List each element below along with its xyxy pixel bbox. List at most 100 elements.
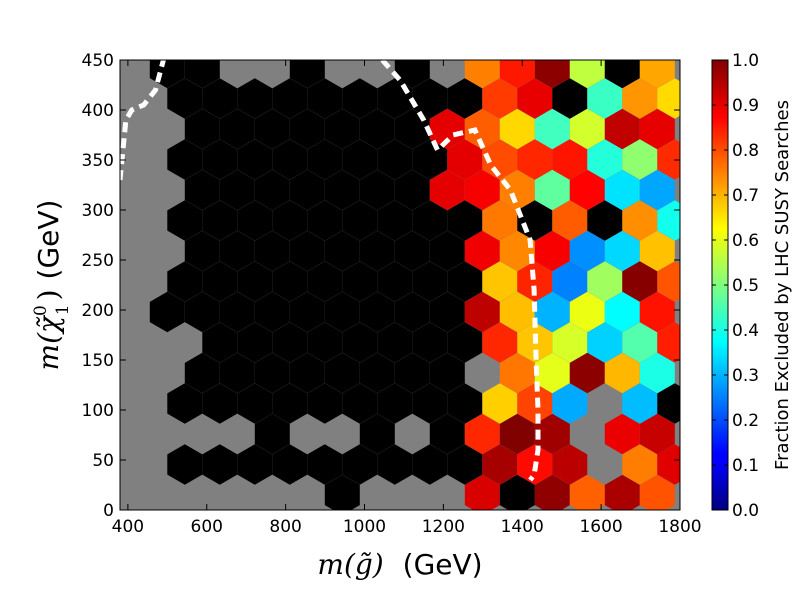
- hex-cell: [499, 474, 535, 510]
- x-axis-ticks: 400 600 800 1000 1200 1400 1600 1800: [112, 60, 702, 537]
- hex-cell: [587, 200, 623, 241]
- hex-cell: [464, 60, 500, 89]
- hex-cell: [324, 230, 360, 272]
- hex-cell: [359, 291, 395, 333]
- exclusion-contour-line: [380, 60, 541, 482]
- hex-cell: [429, 230, 465, 272]
- hex-cell: [569, 169, 605, 211]
- hex-cell: [272, 383, 308, 424]
- hex-cell: [517, 78, 553, 119]
- hex-cell: [237, 139, 273, 180]
- hex-cell: [622, 444, 658, 485]
- y-tick-label: 200: [82, 301, 114, 321]
- hex-cell: [307, 200, 343, 241]
- hex-cell: [237, 383, 273, 424]
- hex-cell: [534, 108, 570, 150]
- hex-cell: [377, 322, 413, 363]
- hex-cell: [534, 230, 570, 272]
- hex-cell: [657, 261, 680, 302]
- hex-cell: [394, 291, 430, 333]
- y-tick-label: 50: [92, 451, 114, 471]
- hex-cell: [569, 352, 605, 394]
- hex-cell: [394, 60, 430, 89]
- hex-cell: [657, 78, 680, 119]
- hex-cell: [412, 444, 448, 485]
- hex-cell: [394, 169, 430, 211]
- hex-cell: [622, 322, 658, 363]
- hex-cell: [272, 322, 308, 363]
- exclusion-contour: [120, 60, 541, 482]
- hex-cell: [307, 383, 343, 424]
- hex-cell: [412, 78, 448, 119]
- hex-cell: [639, 291, 675, 333]
- hex-cell: [587, 78, 623, 119]
- hex-cell: [429, 291, 465, 333]
- hex-cell: [552, 261, 588, 302]
- hex-cell: [639, 169, 675, 211]
- hex-cell: [552, 322, 588, 363]
- hex-cell: [622, 139, 658, 180]
- hex-cell: [622, 383, 658, 424]
- hex-cell: [167, 200, 203, 241]
- hex-cell: [482, 322, 518, 363]
- hex-cell: [429, 413, 465, 455]
- colorbar-tick-label: 0.8: [732, 141, 759, 161]
- colorbar-tick-label: 0.9: [732, 96, 759, 116]
- hex-cell: [324, 352, 360, 394]
- hex-cell: [447, 78, 483, 119]
- hex-cell: [359, 352, 395, 394]
- y-tick-label: 0: [103, 501, 114, 521]
- hex-cell: [307, 78, 343, 119]
- hex-cell: [534, 169, 570, 211]
- hex-cell: [237, 444, 273, 485]
- colorbar-tick-label: 0.6: [732, 231, 759, 251]
- hex-cell: [604, 352, 640, 394]
- y-tick-label: 150: [82, 351, 114, 371]
- x-tick-label: 1200: [422, 517, 465, 537]
- colorbar-tick-label: 0.1: [732, 456, 759, 476]
- hex-cell: [342, 383, 378, 424]
- hex-cell: [464, 413, 500, 455]
- hex-cell: [219, 169, 255, 211]
- colorbar-ticks: 0.0 0.1 0.2 0.3 0.4 0.5 0.6 0.7 0.8 0.9 1.0: [712, 51, 759, 521]
- hex-cell: [517, 261, 553, 302]
- hex-cell: [324, 291, 360, 333]
- hex-cell: [552, 200, 588, 241]
- x-tick-label: 1600: [579, 517, 622, 537]
- hex-cell: [639, 352, 675, 394]
- hex-cell: [219, 291, 255, 333]
- hex-cell: [307, 261, 343, 302]
- hex-cell: [289, 169, 325, 211]
- hex-cells: [149, 60, 680, 510]
- hex-cell: [552, 444, 588, 485]
- hex-cell: [359, 413, 395, 455]
- hex-cell: [359, 230, 395, 272]
- hex-cell: [184, 291, 220, 333]
- x-tick-label: 1800: [658, 517, 701, 537]
- hex-cell: [254, 108, 290, 150]
- hex-cell: [377, 383, 413, 424]
- hex-cell: [202, 322, 238, 363]
- hex-cell: [622, 261, 658, 302]
- hex-cell: [639, 413, 675, 455]
- hex-cell: [552, 139, 588, 180]
- y-tick-label: 350: [82, 151, 114, 171]
- hex-cell: [499, 352, 535, 394]
- hex-cell: [639, 108, 675, 150]
- hex-cell: [534, 60, 570, 89]
- y-axis-label: m(χ̃0 1)(GeV): [31, 200, 73, 371]
- hex-cell: [202, 200, 238, 241]
- hex-cell: [394, 230, 430, 272]
- hex-cell: [324, 474, 360, 510]
- exclusion-contour-line: [120, 60, 166, 181]
- hex-cell: [272, 261, 308, 302]
- y-axis-ticks: 0 50 100 150 200 250 300 350 400 450: [82, 51, 680, 521]
- hex-cell: [272, 78, 308, 119]
- hex-cell: [517, 139, 553, 180]
- hex-cell: [394, 352, 430, 394]
- hex-cell: [552, 78, 588, 119]
- hex-cell: [447, 322, 483, 363]
- hex-cell: [429, 169, 465, 211]
- hex-cell: [447, 444, 483, 485]
- hex-cell: [482, 444, 518, 485]
